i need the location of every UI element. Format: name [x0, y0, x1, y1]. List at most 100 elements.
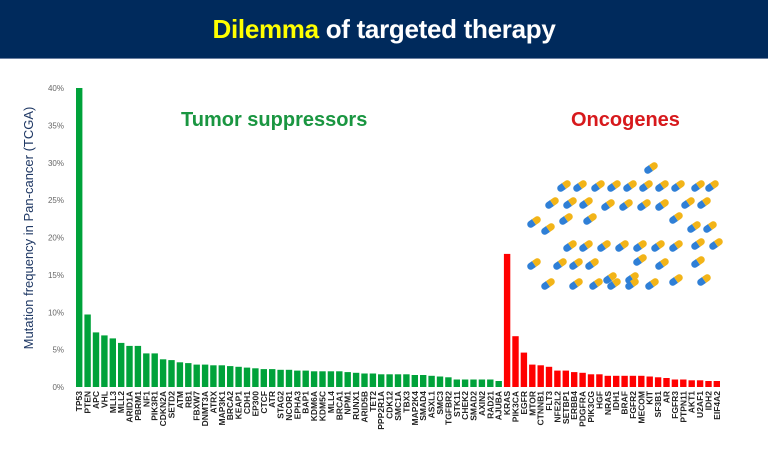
page-title: Dilemma of targeted therapy	[213, 14, 556, 45]
bar-ctcf	[260, 369, 267, 387]
x-tick-label: HGF	[594, 391, 604, 409]
bar-pten	[84, 314, 91, 387]
pill-icon	[541, 278, 555, 290]
oncogenes-label: Oncogenes	[571, 109, 680, 131]
pill-icon	[615, 240, 629, 252]
pill-icon	[697, 274, 711, 286]
pill-icon	[645, 278, 659, 290]
title-highlight: Dilemma	[212, 13, 320, 44]
bar-vhl	[101, 335, 108, 387]
bar-sf3b1	[654, 377, 662, 387]
bar-tet2	[369, 373, 377, 387]
pill-icon	[703, 221, 717, 233]
bar-kras	[503, 253, 511, 387]
pill-icon	[709, 238, 723, 250]
pill-icon	[607, 278, 621, 290]
bars-group	[76, 88, 720, 387]
pill-icon	[603, 272, 617, 284]
bar-fbxw7	[193, 364, 200, 387]
y-tick-label: 0%	[52, 383, 64, 392]
pill-icon	[655, 199, 669, 211]
bar-map3k1	[218, 365, 225, 387]
pill-icon	[569, 278, 583, 290]
x-tick-label: ATRX	[208, 391, 218, 414]
bar-idh2	[705, 381, 712, 387]
x-tick-label: KDM6A	[309, 391, 319, 421]
x-tick-label: NRAS	[603, 391, 613, 415]
x-tick-label: TGFBR2	[443, 391, 453, 425]
x-tick-label: STAG2	[276, 391, 286, 419]
x-tick-label: MECOM	[636, 391, 646, 424]
y-tick-label: 15%	[48, 271, 64, 280]
x-tick-label: PIK3CG	[586, 391, 596, 423]
bar-ncor1	[285, 369, 293, 387]
pill-icon	[651, 240, 665, 252]
pill-icon	[619, 199, 633, 211]
bar-brca2	[227, 366, 234, 387]
bar-mll2	[118, 342, 125, 387]
pill-icon	[589, 278, 603, 290]
bar-ctnnb1	[537, 365, 544, 387]
x-tick-label: SMC1A	[393, 391, 403, 421]
y-tick-label: 20%	[48, 234, 64, 243]
x-tick-label: NPM1	[343, 391, 353, 415]
x-tick-label: STK11	[452, 391, 462, 417]
x-tick-label: SF3B1	[653, 391, 663, 418]
x-tick-label: SMC3	[435, 391, 445, 415]
x-tick-label: MLL2	[116, 391, 126, 413]
bar-ajuba	[495, 381, 502, 387]
pill-icon	[557, 180, 571, 192]
x-tick-label: KEAP1	[234, 391, 244, 420]
x-tick-label: NFE2L2	[552, 391, 562, 423]
pill-icon	[644, 162, 658, 174]
pill-icon	[527, 216, 541, 228]
x-tick-label: KDM5C	[318, 391, 328, 421]
pill-icon	[625, 278, 639, 290]
bar-setbp1	[562, 370, 569, 387]
pill-icon	[705, 180, 719, 192]
x-tick-label: NCOR1	[284, 391, 294, 421]
x-tick-label: CDH1	[242, 391, 252, 414]
bar-chek2	[461, 379, 469, 387]
bar-ptpn11	[680, 379, 687, 387]
x-tick-label: ARID1A	[125, 391, 135, 423]
bar-epha3	[294, 370, 301, 387]
x-tick-label: FGFR3	[670, 391, 680, 419]
x-tick-label: RUNX1	[351, 391, 361, 420]
bar-braf	[621, 375, 628, 387]
pill-icon	[563, 240, 577, 252]
x-tick-label: SMAD2	[469, 391, 479, 421]
bar-idh1	[613, 375, 620, 387]
x-tick-label: CHEK2	[460, 391, 470, 420]
y-axis-label: Mutation frequency in Pan-cancer (TCGA)	[21, 107, 36, 350]
pill-icon	[691, 180, 705, 192]
x-tick-label: DNMT3A	[200, 391, 210, 426]
x-tick-label: BRCA1	[334, 391, 344, 421]
pill-icon	[591, 180, 605, 192]
x-tick-label: BAP1	[301, 391, 311, 414]
y-tick-label: 35%	[48, 121, 64, 130]
bar-dnmt3a	[201, 364, 209, 387]
bar-mtor	[529, 364, 536, 387]
bar-pdgfra	[579, 372, 586, 387]
bar-mecom	[638, 375, 645, 387]
x-tick-label: EP300	[250, 391, 260, 417]
x-tick-label: MTOR	[527, 391, 537, 416]
x-tick-label: AJUBA	[494, 391, 504, 420]
x-tick-label: SETD2	[167, 391, 177, 419]
bar-smad4	[420, 375, 427, 387]
x-tick-label: CDKN2A	[158, 391, 168, 426]
x-tick-label: EGFR	[519, 391, 529, 415]
pill-icon	[585, 258, 599, 270]
pill-icon	[671, 180, 685, 192]
pill-icon	[569, 258, 583, 270]
pill-icon	[655, 180, 669, 192]
bar-pik3r1	[151, 353, 158, 387]
x-tick-label: BRCA2	[225, 391, 235, 421]
bar-stag2	[277, 369, 284, 387]
x-tick-label: APC	[91, 391, 101, 409]
bar-atrx	[210, 365, 217, 387]
bar-u2af1	[696, 380, 704, 387]
bar-arid1a	[126, 345, 133, 387]
x-tick-label: CDK12	[385, 391, 395, 419]
